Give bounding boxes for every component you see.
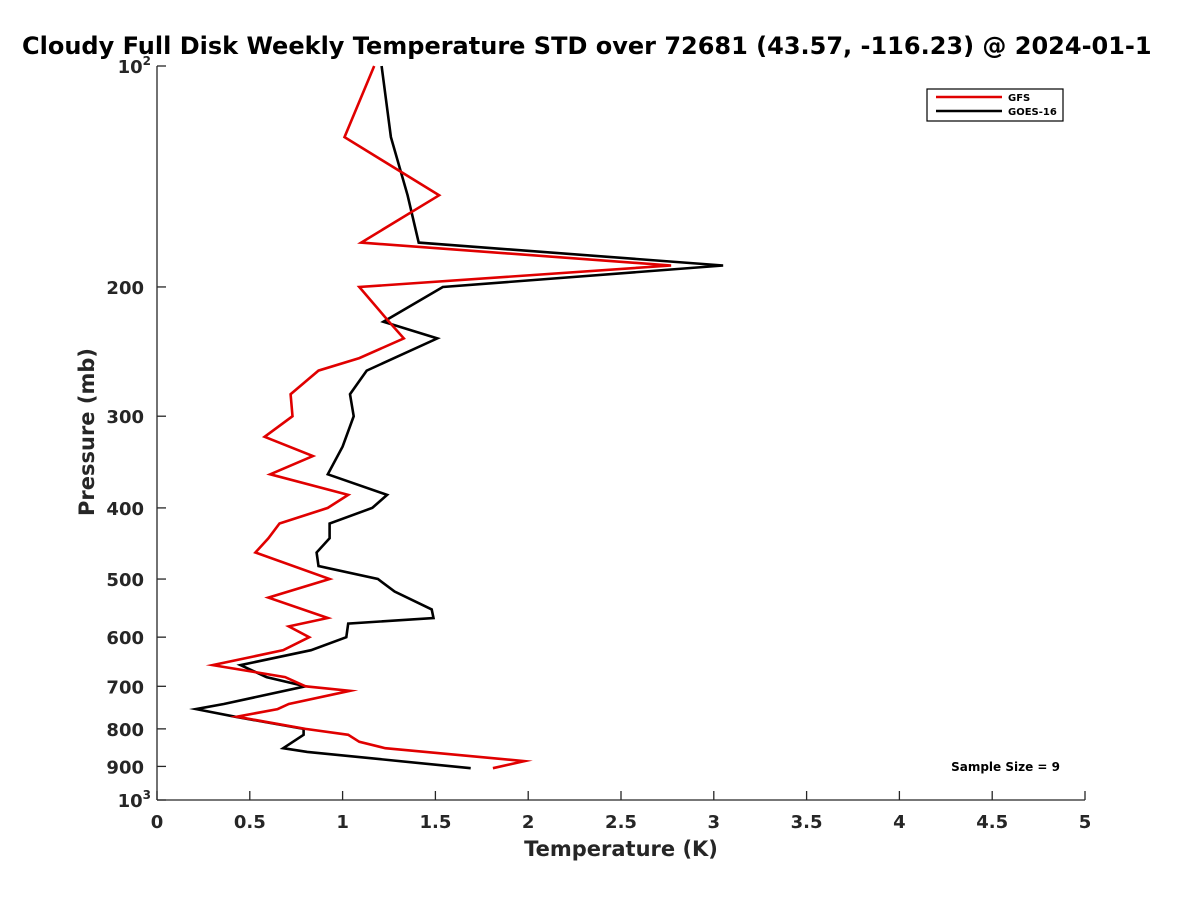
legend: GFS GOES-16 xyxy=(926,88,1064,122)
legend-box xyxy=(926,88,1064,122)
y-axis: 102 200 300 400 500 600 700 800 900 103 xyxy=(106,54,166,812)
chart-title: Cloudy Full Disk Weekly Temperature STD … xyxy=(22,32,1152,60)
y-tick-label: 900 xyxy=(106,757,144,778)
x-tick-label: 3.5 xyxy=(791,812,823,833)
y-tick-label: 102 xyxy=(118,54,151,78)
y-tick-label: 400 xyxy=(106,499,144,520)
series-layer xyxy=(189,65,724,770)
x-tick-label: 4.5 xyxy=(976,812,1008,833)
y-axis-label: Pressure (mb) xyxy=(75,348,99,516)
x-axis: 0 0.5 1 1.5 2 2.5 3 3.5 4 4.5 5 xyxy=(151,791,1092,833)
y-tick-label: 800 xyxy=(106,720,144,741)
plot-area xyxy=(156,66,1085,801)
x-tick-label: 0 xyxy=(151,812,164,833)
y-tick-label: 103 xyxy=(118,788,151,812)
y-tick-label: 300 xyxy=(106,407,144,428)
x-tick-label: 3 xyxy=(708,812,721,833)
series-line-gfs xyxy=(205,65,672,770)
y-tick-label: 200 xyxy=(106,278,144,299)
x-tick-label: 0.5 xyxy=(234,812,266,833)
x-tick-label: 1 xyxy=(336,812,349,833)
y-tick-label: 600 xyxy=(106,628,144,649)
x-tick-label: 1.5 xyxy=(419,812,451,833)
y-tick-label: 700 xyxy=(106,677,144,698)
series-line-goes-16 xyxy=(189,65,724,770)
sample-size-annotation: Sample Size = 9 xyxy=(951,760,1060,774)
x-tick-label: 5 xyxy=(1079,812,1092,833)
legend-label-gfs: GFS xyxy=(1008,93,1030,104)
x-tick-label: 2.5 xyxy=(605,812,637,833)
legend-label-goes-16: GOES-16 xyxy=(1008,107,1057,118)
x-axis-label: Temperature (K) xyxy=(524,837,718,861)
x-tick-label: 2 xyxy=(522,812,535,833)
y-tick-label: 500 xyxy=(106,570,144,591)
x-tick-label: 4 xyxy=(893,812,906,833)
